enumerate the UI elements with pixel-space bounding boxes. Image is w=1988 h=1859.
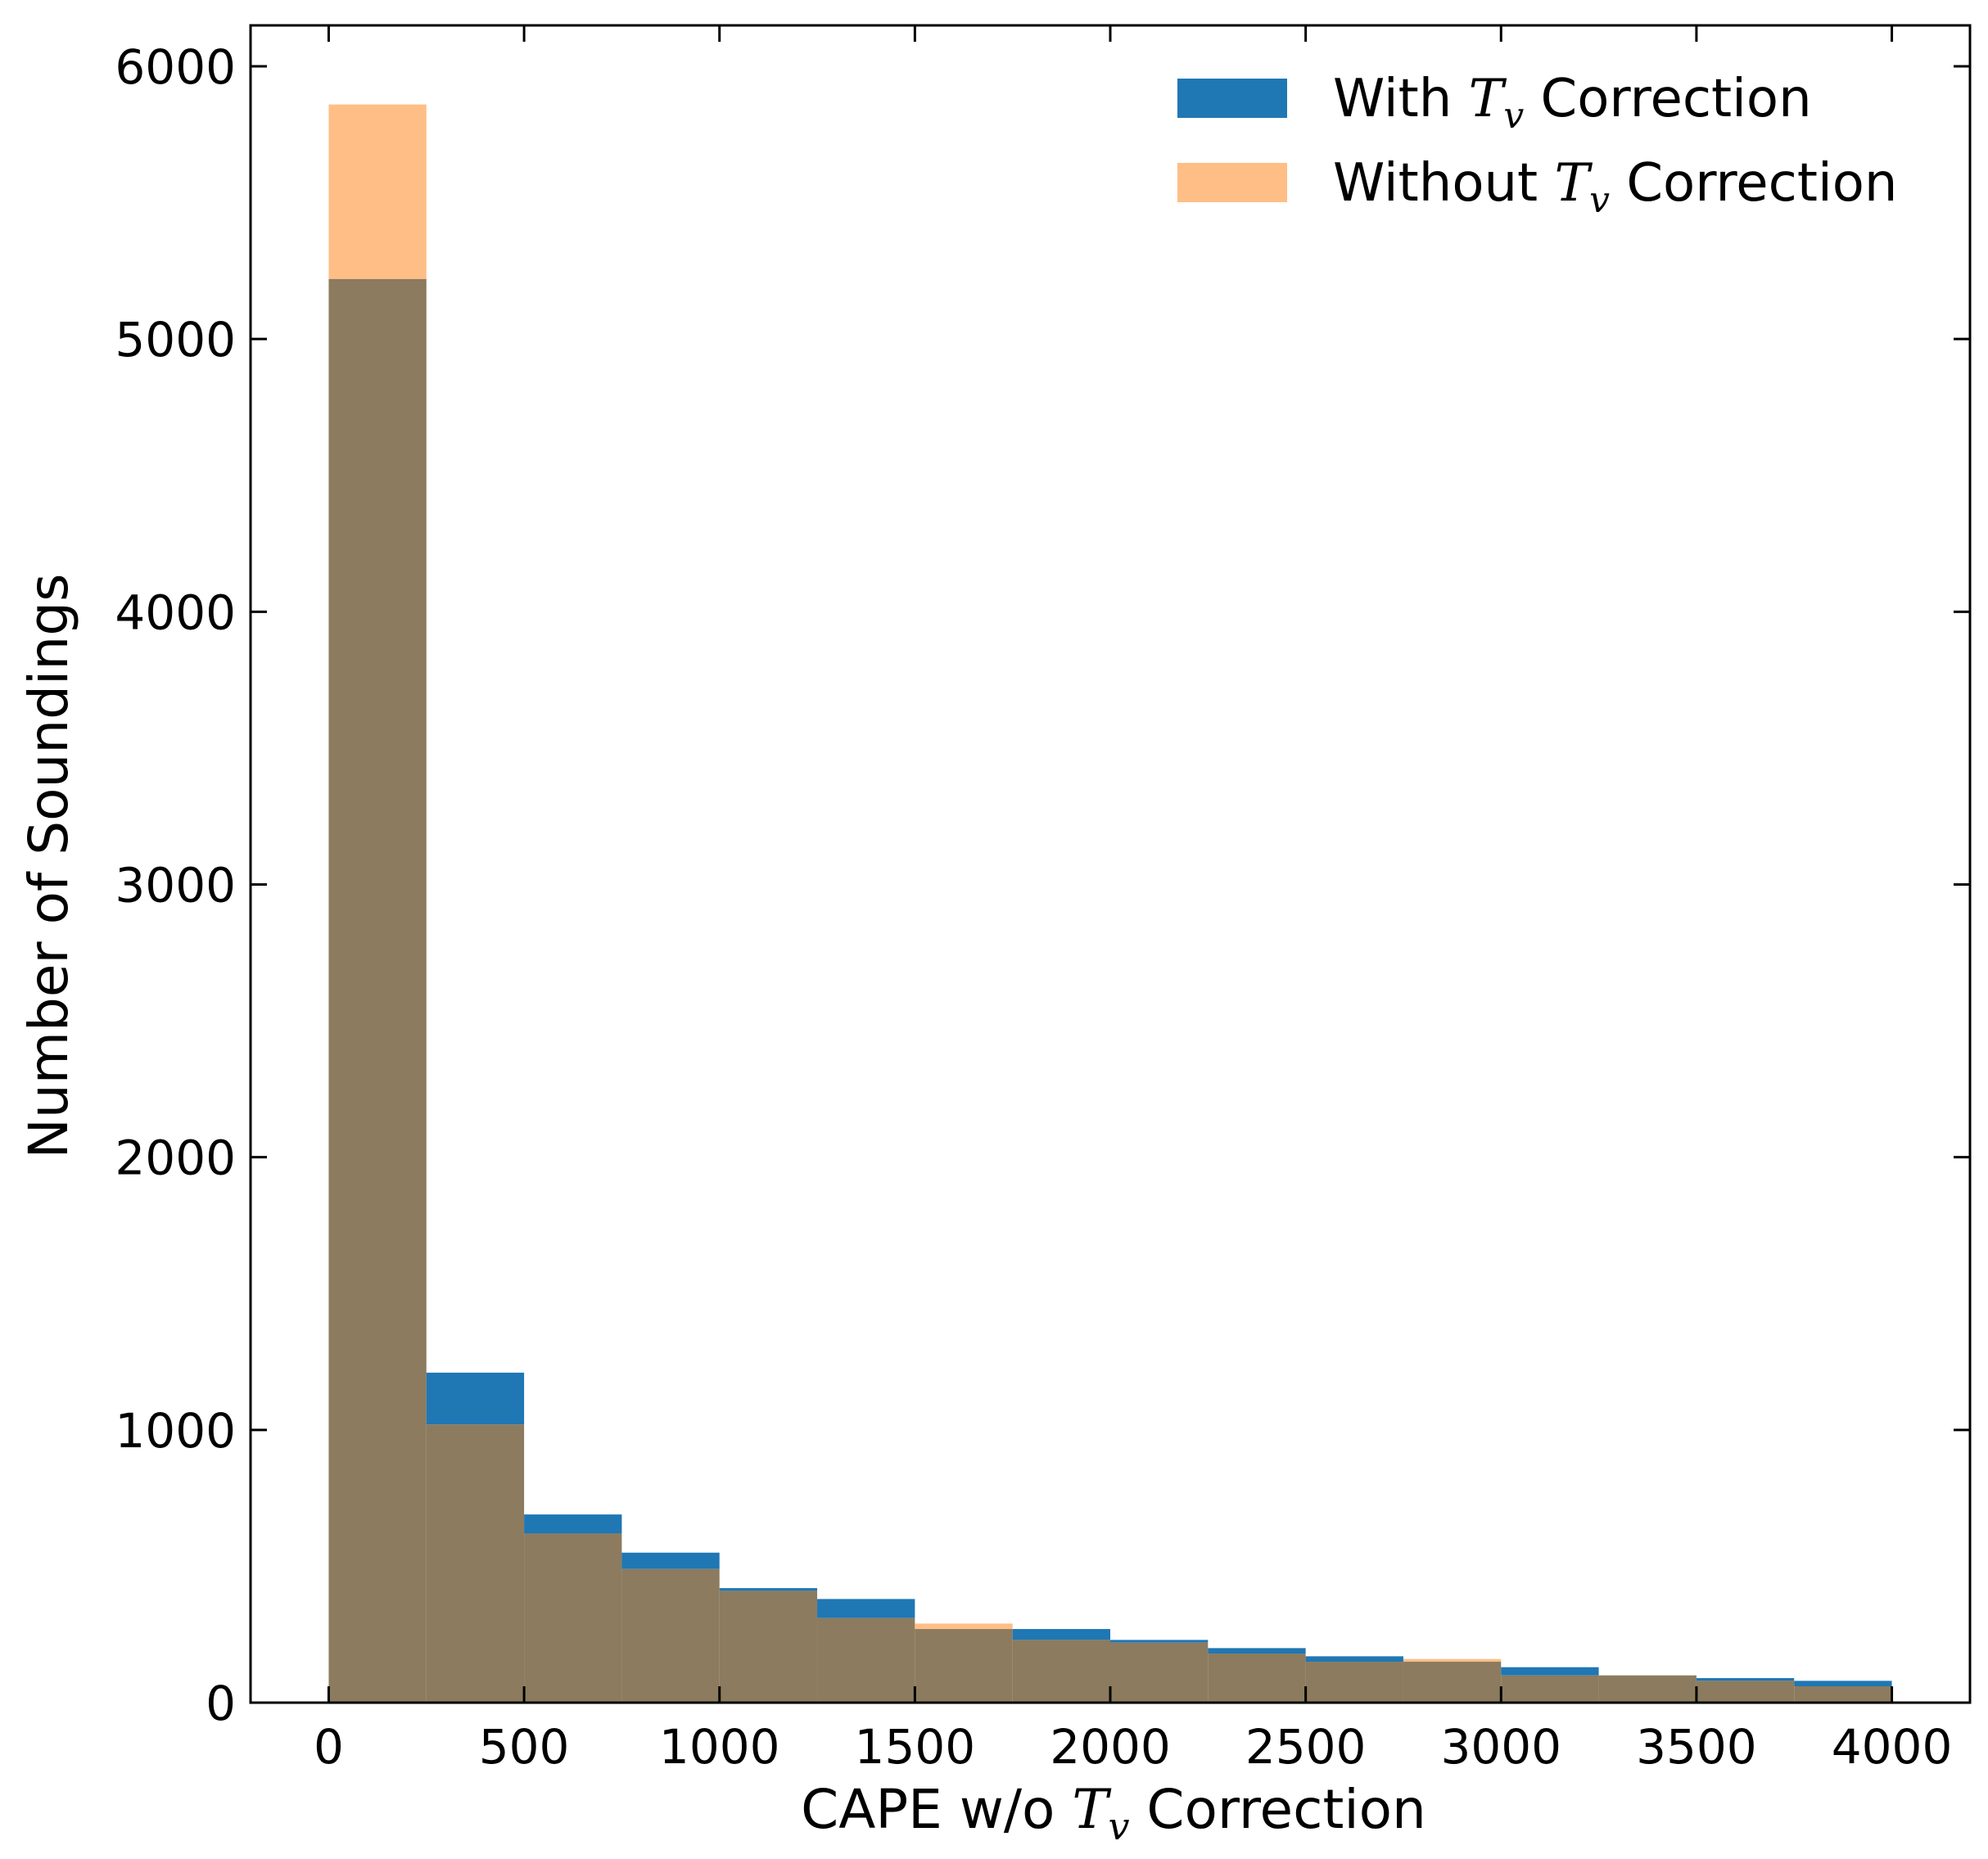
y-axis: 0 1000 2000 3000 4000 5000 6000 — [115, 39, 1970, 1731]
bar-excess-bin-7 — [1012, 1629, 1110, 1640]
x-tick-label: 500 — [479, 1719, 570, 1775]
bar-excess-bin-0 — [328, 104, 427, 279]
bar-overlap-bin-6 — [915, 1629, 1013, 1703]
bar-excess-bin-6 — [915, 1623, 1013, 1630]
bar-overlap-bin-5 — [817, 1618, 915, 1703]
bar-excess-bin-8 — [1110, 1640, 1209, 1643]
y-tick-label: 2000 — [115, 1130, 236, 1186]
bar-excess-bin-10 — [1305, 1656, 1403, 1663]
legend: With Tv Correction Without Tv Correction — [1177, 69, 1897, 221]
bar-overlap-bin-7 — [1012, 1640, 1110, 1703]
bar-overlap-bin-11 — [1403, 1662, 1502, 1703]
bar-overlap-bin-0 — [328, 278, 427, 1703]
bar-overlap-bin-3 — [621, 1568, 720, 1703]
bar-overlap-bin-9 — [1208, 1654, 1306, 1703]
bars-group — [328, 104, 1892, 1703]
x-axis-label: CAPE w/o Tv Correction — [801, 1778, 1426, 1848]
x-tick-label: 2500 — [1245, 1719, 1367, 1775]
y-tick-label: 1000 — [115, 1403, 236, 1459]
x-axis: 0 500 1000 1500 2000 2500 3000 3500 4000 — [314, 25, 1952, 1775]
x-tick-label: 1500 — [855, 1719, 976, 1775]
bar-overlap-bin-1 — [426, 1424, 525, 1703]
y-tick-label: 3000 — [115, 857, 236, 913]
bar-excess-bin-3 — [621, 1552, 720, 1569]
y-tick-label: 4000 — [115, 584, 236, 640]
x-tick-label: 2000 — [1050, 1719, 1171, 1775]
x-tick-label: 3000 — [1440, 1719, 1561, 1775]
bar-overlap-bin-2 — [524, 1533, 622, 1703]
x-tick-label: 4000 — [1832, 1719, 1953, 1775]
bar-excess-bin-4 — [719, 1588, 818, 1591]
bar-excess-bin-12 — [1501, 1667, 1599, 1676]
bar-excess-bin-14 — [1696, 1678, 1795, 1681]
bar-excess-bin-9 — [1208, 1648, 1306, 1654]
bar-overlap-bin-13 — [1598, 1675, 1697, 1703]
bar-overlap-bin-10 — [1305, 1662, 1403, 1703]
legend-entry-with-tv: With Tv Correction — [1177, 69, 1812, 137]
legend-entry-without-tv: Without Tv Correction — [1177, 153, 1897, 221]
legend-label-without-tv: Without Tv Correction — [1333, 153, 1897, 221]
legend-swatch-without-tv — [1177, 163, 1287, 202]
bar-excess-bin-11 — [1403, 1658, 1502, 1663]
bar-excess-bin-2 — [524, 1514, 622, 1534]
bar-overlap-bin-12 — [1501, 1675, 1599, 1703]
y-tick-label: 5000 — [115, 312, 236, 368]
y-tick-label: 0 — [206, 1676, 236, 1731]
x-tick-label: 0 — [314, 1719, 344, 1775]
legend-label-with-tv: With Tv Correction — [1333, 69, 1812, 137]
x-tick-label: 1000 — [659, 1719, 780, 1775]
x-tick-label: 3500 — [1636, 1719, 1757, 1775]
bar-overlap-bin-15 — [1794, 1686, 1892, 1703]
bar-excess-bin-5 — [817, 1599, 915, 1618]
y-tick-label: 6000 — [115, 39, 236, 95]
bar-excess-bin-15 — [1794, 1681, 1892, 1687]
bar-excess-bin-1 — [426, 1372, 525, 1425]
bar-overlap-bin-14 — [1696, 1681, 1795, 1703]
legend-swatch-with-tv — [1177, 79, 1287, 118]
bar-overlap-bin-8 — [1110, 1642, 1209, 1703]
y-axis-label: Number of Soundings — [17, 574, 80, 1159]
bar-overlap-bin-4 — [719, 1591, 818, 1703]
